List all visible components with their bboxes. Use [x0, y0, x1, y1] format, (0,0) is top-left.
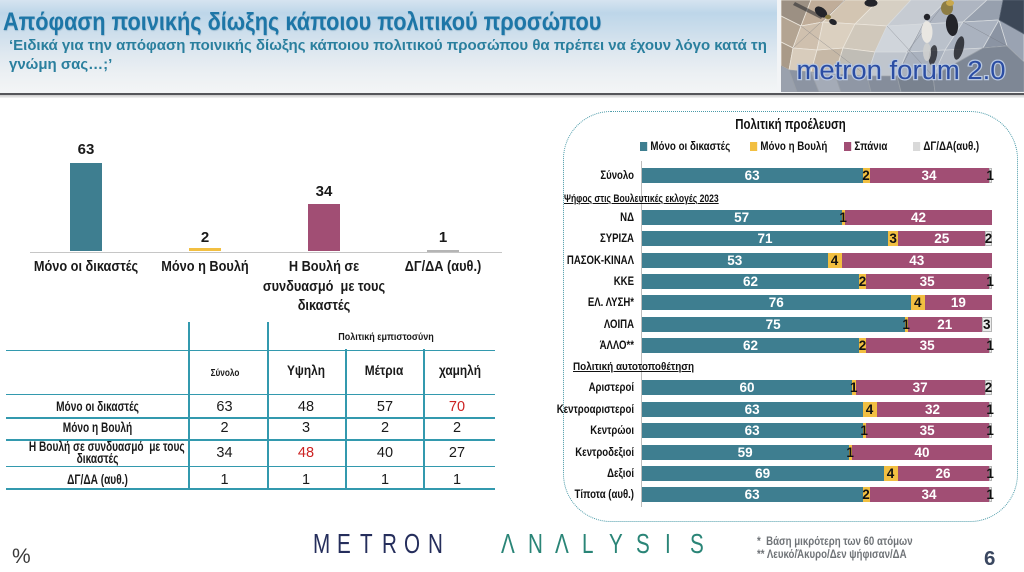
svg-text:metron forum 2.0: metron forum 2.0 [797, 57, 1006, 85]
